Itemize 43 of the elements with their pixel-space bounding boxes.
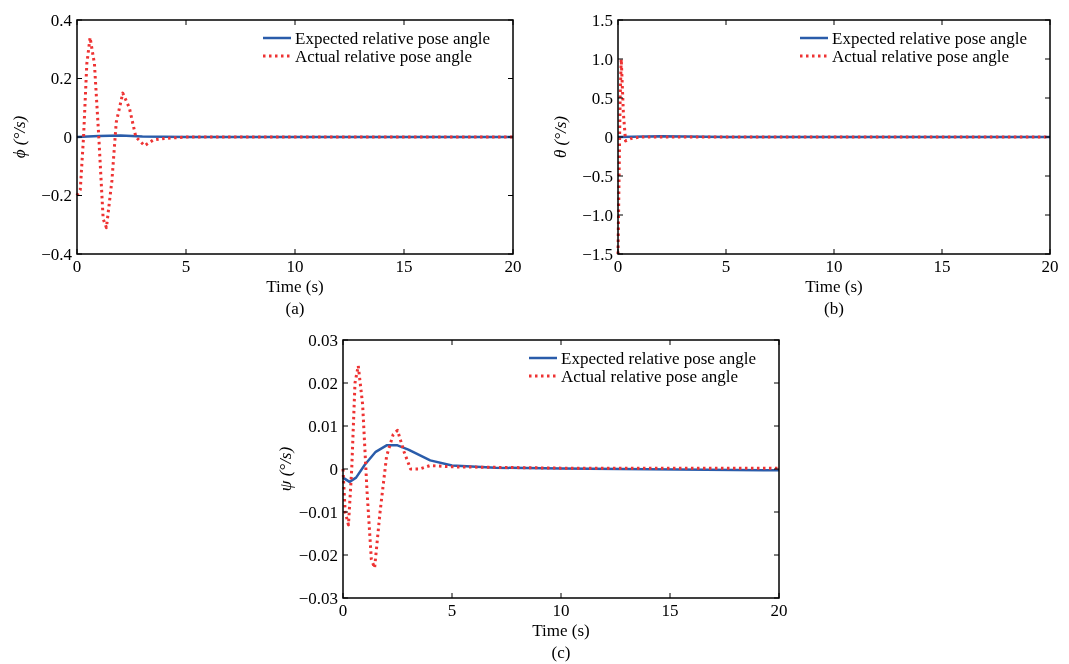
text: (a) (285, 299, 305, 318)
legend-label: Expected relative pose angle (832, 28, 1027, 48)
x-tick-label: 20 (770, 601, 788, 620)
y-tick-label: 0.01 (308, 416, 338, 436)
x-tick-label: 10 (552, 601, 570, 620)
y-tick-label: −0.2 (41, 186, 72, 206)
y-tick-label: −0.02 (298, 545, 338, 565)
y-tick-label: 0.5 (591, 88, 613, 108)
text: (b) (824, 299, 844, 318)
y-tick-label: −0.5 (582, 166, 613, 186)
x-tick-label: 15 (933, 257, 951, 276)
y-tick-label: 0 (329, 459, 338, 479)
x-tick-label: 20 (504, 257, 522, 276)
y-tick-label: −0.03 (298, 588, 338, 608)
y-tick-label: −1.0 (582, 205, 613, 225)
y-tick-label: 0.2 (50, 69, 72, 89)
y-tick-label: 0 (63, 127, 72, 147)
y-axis-title: θ (°/s) (551, 115, 570, 159)
y-tick-label: −0.4 (41, 244, 73, 264)
y-tick-label: 0 (604, 127, 613, 147)
x-tick-label: 5 (721, 257, 731, 276)
x-tick-label: 5 (447, 601, 457, 620)
x-axis-title: Time (s) (532, 621, 590, 640)
legend-label: Expected relative pose angle (561, 348, 756, 368)
y-tick-label: 1.0 (591, 49, 613, 69)
y-tick-label: −0.01 (298, 502, 338, 522)
y-tick-label: −1.5 (582, 244, 613, 264)
text: (c) (551, 643, 571, 662)
y-tick-label: 0.03 (308, 330, 338, 350)
x-tick-label: 10 (286, 257, 304, 276)
x-axis-title: Time (s) (266, 277, 324, 296)
x-tick-label: 15 (661, 601, 679, 620)
y-tick-label: 0.4 (50, 10, 73, 30)
y-tick-label: 1.5 (591, 10, 613, 30)
y-tick-label: 0.02 (308, 373, 338, 393)
x-tick-label: 5 (181, 257, 191, 276)
x-tick-label: 15 (395, 257, 413, 276)
y-axis-title: ϕ (°/s) (10, 115, 29, 159)
x-tick-label: 10 (825, 257, 843, 276)
x-axis-title: Time (s) (805, 277, 863, 296)
x-tick-label: 20 (1041, 257, 1059, 276)
y-axis-title: ψ (°/s) (276, 446, 295, 492)
legend-label: Expected relative pose angle (295, 28, 490, 48)
